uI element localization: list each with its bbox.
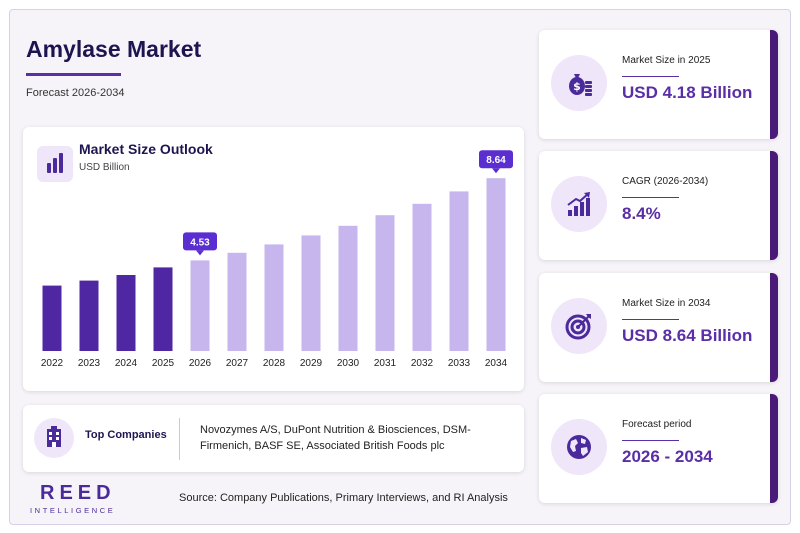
data-label-pointer bbox=[492, 168, 500, 174]
bar-2022 bbox=[42, 285, 62, 351]
stat-value: 2026 - 2034 bbox=[622, 447, 713, 466]
x-tick-label: 2032 bbox=[411, 358, 434, 369]
bar-chart: 2022 2023 2024 2025 2026 4.53 2027 2028 2029 2030… bbox=[41, 150, 513, 369]
stat-value: USD 4.18 Billion bbox=[622, 83, 753, 102]
stat-label: Forecast period bbox=[622, 419, 692, 430]
chart-title: Market Size Outlook bbox=[79, 141, 213, 157]
growth-chart-icon bbox=[551, 176, 607, 232]
stat-underline bbox=[622, 76, 679, 77]
stat-card-market-size-2034: Market Size in 2034 USD 8.64 Billion bbox=[539, 273, 778, 382]
top-companies-list: Novozymes A/S, DuPont Nutrition & Biosci… bbox=[200, 424, 471, 452]
x-tick-label: 2030 bbox=[337, 358, 360, 369]
x-tick-label: 2029 bbox=[300, 358, 323, 369]
title-underline bbox=[26, 73, 121, 76]
page-subtitle: Forecast 2026-2034 bbox=[26, 87, 125, 99]
stat-card-forecast-period: Forecast period 2026 - 2034 bbox=[539, 394, 778, 503]
stat-value: USD 8.64 Billion bbox=[622, 326, 753, 345]
top-companies-card: Top Companies Novozymes A/S, DuPont Nutr… bbox=[23, 405, 524, 472]
stat-card-market-size-2025: $ Market Size in 2025 USD 4.18 Billion bbox=[539, 30, 778, 139]
chart-card: Market Size Outlook USD Billion 2022 2023… bbox=[23, 127, 524, 391]
x-tick-label: 2034 bbox=[485, 358, 508, 369]
x-tick-label: 2023 bbox=[78, 358, 101, 369]
stat-card-cagr: CAGR (2026-2034) 8.4% bbox=[539, 151, 778, 260]
target-icon bbox=[551, 298, 607, 354]
x-tick-label: 2033 bbox=[448, 358, 471, 369]
bar-2023 bbox=[79, 280, 99, 351]
x-tick-label: 2025 bbox=[152, 358, 175, 369]
stat-label: CAGR (2026-2034) bbox=[622, 176, 709, 187]
x-tick-label: 2027 bbox=[226, 358, 249, 369]
globe-icon bbox=[551, 419, 607, 475]
data-label: 4.53 bbox=[190, 237, 210, 248]
brand-logo-subtitle: INTELLIGENCE bbox=[30, 506, 116, 515]
data-label-callout bbox=[183, 232, 217, 251]
x-tick-label: 2022 bbox=[41, 358, 64, 369]
bar-2029 bbox=[301, 235, 321, 351]
stat-underline bbox=[622, 197, 679, 198]
x-tick-label: 2028 bbox=[263, 358, 286, 369]
bar-2030 bbox=[338, 225, 358, 351]
brand-logo: REED bbox=[40, 482, 116, 504]
bar-2031 bbox=[375, 215, 395, 351]
bar-2027 bbox=[227, 252, 247, 351]
stat-label: Market Size in 2025 bbox=[622, 55, 711, 66]
x-tick-label: 2026 bbox=[189, 358, 212, 369]
bar-chart-icon bbox=[37, 146, 73, 182]
bar-2025 bbox=[153, 267, 173, 351]
bar-2028 bbox=[264, 244, 284, 351]
bar-2032 bbox=[412, 203, 432, 351]
bar-2026 bbox=[190, 260, 210, 351]
bar-2034 bbox=[486, 178, 506, 351]
stat-value: 8.4% bbox=[622, 204, 661, 223]
stat-underline bbox=[622, 440, 679, 441]
building-icon bbox=[34, 418, 74, 458]
money-bag-icon: $ bbox=[551, 55, 607, 111]
data-label: 8.64 bbox=[486, 155, 506, 166]
svg-text:$: $ bbox=[573, 80, 581, 93]
chart-unit: USD Billion bbox=[79, 162, 130, 173]
stat-label: Market Size in 2034 bbox=[622, 298, 711, 309]
source-note: Source: Company Publications, Primary In… bbox=[179, 492, 508, 504]
data-label-pointer bbox=[196, 250, 204, 256]
page-title: Amylase Market bbox=[26, 36, 202, 62]
data-label-callout bbox=[479, 150, 513, 169]
x-tick-label: 2024 bbox=[115, 358, 138, 369]
x-tick-label: 2031 bbox=[374, 358, 397, 369]
bar-2024 bbox=[116, 275, 136, 351]
top-companies-label: Top Companies bbox=[85, 429, 167, 441]
stat-underline bbox=[622, 319, 679, 320]
divider bbox=[179, 418, 180, 460]
bar-2033 bbox=[449, 191, 469, 351]
